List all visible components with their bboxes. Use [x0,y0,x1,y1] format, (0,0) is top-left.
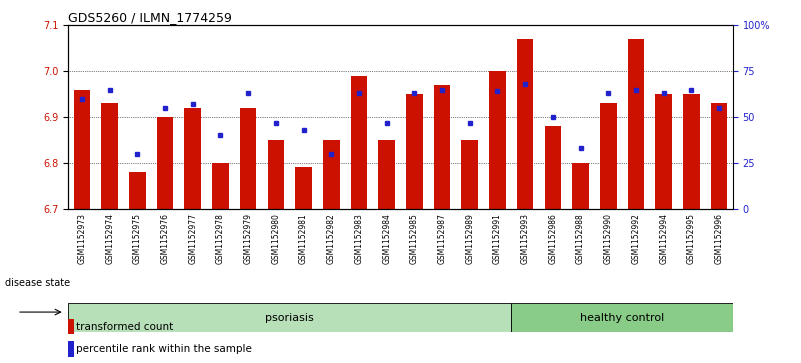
Bar [268,140,284,209]
Bar [351,76,367,209]
Bar [68,303,511,332]
Bar [600,103,617,209]
Text: disease state: disease state [5,278,70,288]
Text: GSM1152985: GSM1152985 [410,213,419,264]
Text: GSM1152995: GSM1152995 [687,213,696,264]
Text: GDS5260 / ILMN_1774259: GDS5260 / ILMN_1774259 [68,11,232,24]
Bar [184,108,201,209]
Text: GSM1152993: GSM1152993 [521,213,529,264]
Text: GSM1152975: GSM1152975 [133,213,142,264]
Bar [239,108,256,209]
Bar [68,319,74,334]
Bar [683,94,700,209]
Bar [212,163,229,209]
Bar [655,94,672,209]
Text: GSM1152989: GSM1152989 [465,213,474,264]
Text: GSM1152986: GSM1152986 [549,213,557,264]
Text: GSM1152980: GSM1152980 [272,213,280,264]
Text: transformed count: transformed count [76,322,174,332]
Text: GSM1152996: GSM1152996 [714,213,723,264]
Text: GSM1152994: GSM1152994 [659,213,668,264]
Bar [434,85,450,209]
Text: percentile rank within the sample: percentile rank within the sample [76,344,252,354]
Bar [628,39,644,209]
Bar [378,140,395,209]
Text: GSM1152976: GSM1152976 [160,213,170,264]
Bar [545,126,562,209]
Text: GSM1152979: GSM1152979 [244,213,252,264]
Bar [323,140,340,209]
Text: GSM1152973: GSM1152973 [78,213,87,264]
Bar [517,39,533,209]
Text: GSM1152990: GSM1152990 [604,213,613,264]
Bar [101,103,118,209]
Text: GSM1152978: GSM1152978 [216,213,225,264]
Text: GSM1152974: GSM1152974 [105,213,114,264]
Text: GSM1152984: GSM1152984 [382,213,391,264]
Bar [511,303,733,332]
Bar [572,163,589,209]
Text: GSM1152977: GSM1152977 [188,213,197,264]
Text: GSM1152987: GSM1152987 [437,213,446,264]
Bar [296,167,312,209]
Text: GSM1152991: GSM1152991 [493,213,502,264]
Text: GSM1152988: GSM1152988 [576,213,585,264]
Text: GSM1152982: GSM1152982 [327,213,336,264]
Bar [74,90,91,209]
Text: healthy control: healthy control [580,313,664,323]
Bar [461,140,478,209]
Bar [710,103,727,209]
Bar [489,71,505,209]
Text: psoriasis: psoriasis [265,313,314,323]
Bar [406,94,423,209]
Bar [157,117,173,209]
Text: GSM1152981: GSM1152981 [299,213,308,264]
Text: GSM1152992: GSM1152992 [631,213,641,264]
Bar [129,172,146,209]
Bar [68,341,74,357]
Text: GSM1152983: GSM1152983 [355,213,364,264]
